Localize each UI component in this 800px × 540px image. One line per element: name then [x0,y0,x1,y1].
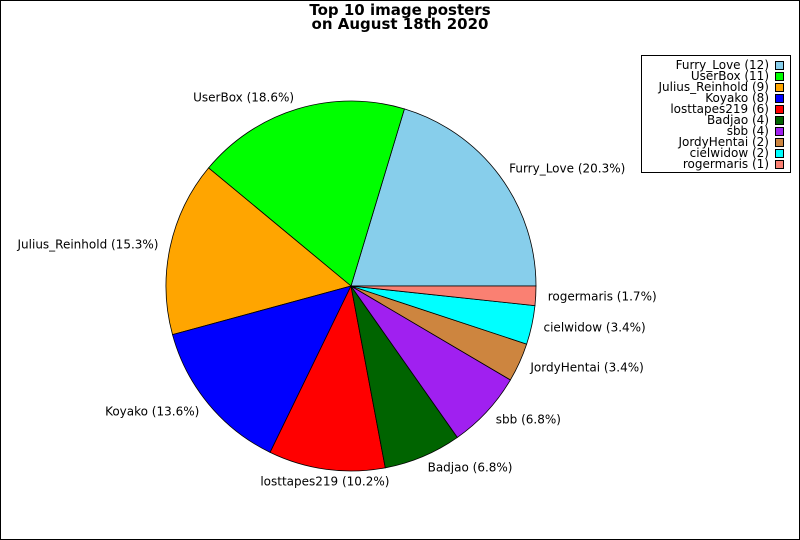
legend-label: rogermaris (1) [682,157,769,171]
pie-slice-julius-reinhold [165,167,352,336]
pie-slice-rogermaris [350,285,537,307]
slice-label-sbb: sbb (6.8%) [496,413,561,427]
legend-swatch [775,61,784,70]
legend-entry-koyako: Koyako (8) [705,91,784,105]
legend-entry-cielwidow: cielwidow (2) [689,146,784,160]
pie-slice-losttapes219 [269,284,386,472]
legend-label: Koyako (8) [705,91,769,105]
legend-label: JordyHentai (2) [678,135,769,149]
legend-entry-jordyhentai: JordyHentai (2) [678,135,784,149]
slice-label-julius-reinhold: Julius_Reinhold (15.3%) [17,237,159,251]
slice-label-rogermaris: rogermaris (1.7%) [548,290,657,304]
legend-swatch [775,72,784,81]
legend-label: losttapes219 (6) [670,102,769,116]
legend-entry-julius-reinhold: Julius_Reinhold (9) [658,80,784,94]
legend-entry-rogermaris: rogermaris (1) [682,157,784,171]
legend-label: cielwidow (2) [689,146,769,160]
legend: Furry_Love (12) UserBox (11) Julius_Reinho… [641,55,791,173]
slice-label-koyako: Koyako (13.6%) [105,405,199,419]
legend-swatch [775,138,784,147]
legend-swatch [775,94,784,103]
legend-label: Badjao (4) [706,113,769,127]
legend-entry-losttapes219: losttapes219 (6) [670,102,784,116]
chart-title: Top 10 image posters [309,1,491,19]
slice-label-badjao: Badjao (6.8%) [428,461,513,475]
legend-entry-badjao: Badjao (4) [706,113,784,127]
legend-label: UserBox (11) [690,69,769,83]
chart-subtitle: on August 18th 2020 [311,15,489,33]
pie-slice-furry-love [350,108,537,287]
legend-swatch [775,105,784,114]
legend-entry-sbb: sbb (4) [726,124,784,138]
legend-label: Julius_Reinhold (9) [658,80,769,94]
legend-swatch [775,149,784,158]
legend-swatch [775,160,784,169]
slice-label-furry-love: Furry_Love (20.3%) [509,162,625,176]
slice-label-cielwidow: cielwidow (3.4%) [544,321,646,335]
legend-swatch [775,127,784,136]
legend-swatch [775,83,784,92]
legend-entry-furry-love: Furry_Love (12) [675,58,784,72]
pie-slice-koyako [172,285,352,453]
slice-label-jordyhentai: JordyHentai (3.4%) [529,360,643,374]
legend-swatch [775,116,784,125]
legend-label: Furry_Love (12) [675,58,769,72]
slice-label-losttapes219: losttapes219 (10.2%) [260,474,389,488]
legend-label: sbb (4) [726,124,769,138]
pie-slice-userbox [208,100,405,287]
legend-entry-userbox: UserBox (11) [690,69,784,83]
slice-label-userbox: UserBox (18.6%) [193,90,294,104]
